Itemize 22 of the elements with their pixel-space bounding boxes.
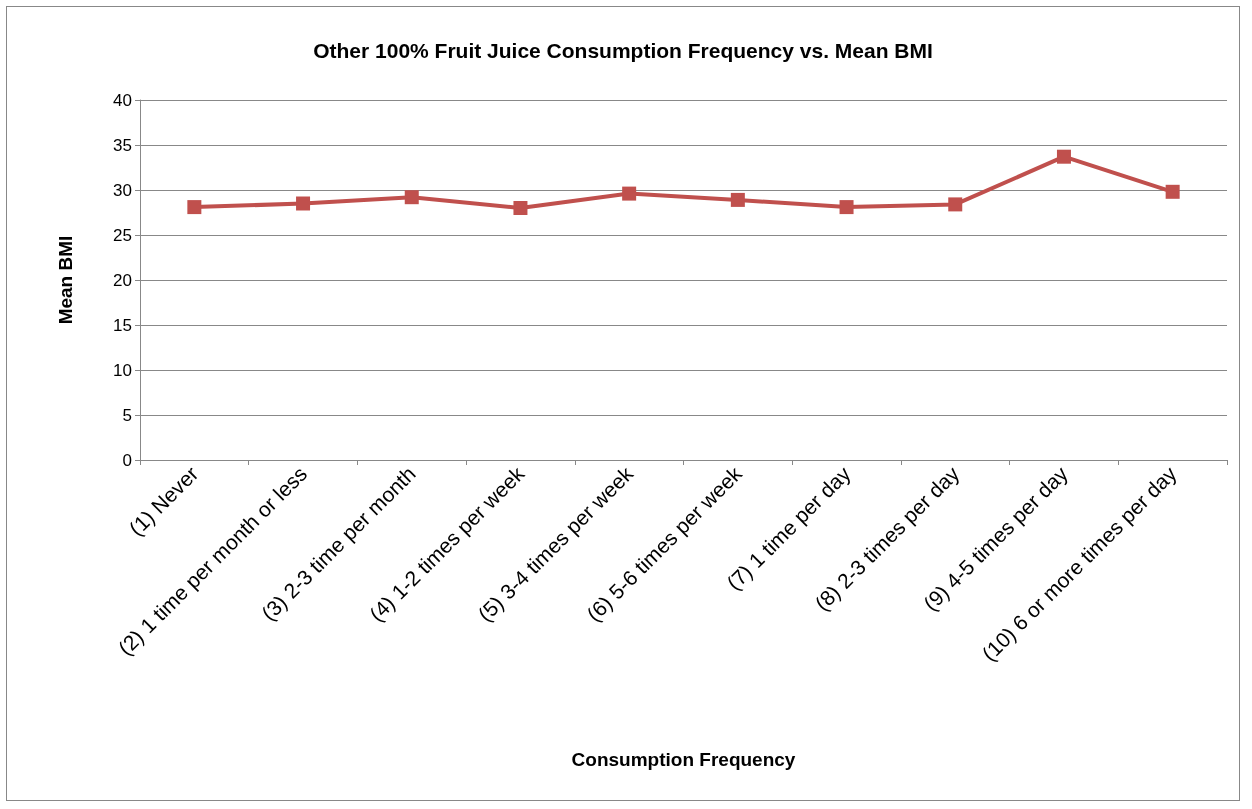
point (1056, 149, 1071, 164)
point (622, 186, 637, 201)
point (839, 200, 854, 215)
point (187, 200, 202, 215)
y-tick-label: 30 (113, 180, 132, 200)
y-tick-label: 15 (113, 315, 132, 335)
point (1165, 184, 1180, 199)
y-tick-label: 25 (113, 225, 132, 245)
point (296, 196, 311, 211)
y-tick-label: 0 (122, 450, 132, 470)
x-axis-title: Consumption Frequency (571, 749, 796, 770)
point (948, 197, 963, 212)
y-tick-label: 35 (113, 135, 132, 155)
y-axis-title: Mean BMI (55, 235, 76, 325)
point (730, 192, 745, 207)
y-tick-label: 5 (122, 405, 132, 425)
y-tick-label: 20 (113, 270, 132, 290)
y-tick-label: 10 (113, 360, 132, 380)
chart-title: Other 100% Fruit Juice Consumption Frequency vs. Mean BMI (313, 39, 933, 62)
point (404, 190, 419, 205)
point (513, 201, 528, 215)
y-tick-label: 40 (113, 90, 132, 110)
